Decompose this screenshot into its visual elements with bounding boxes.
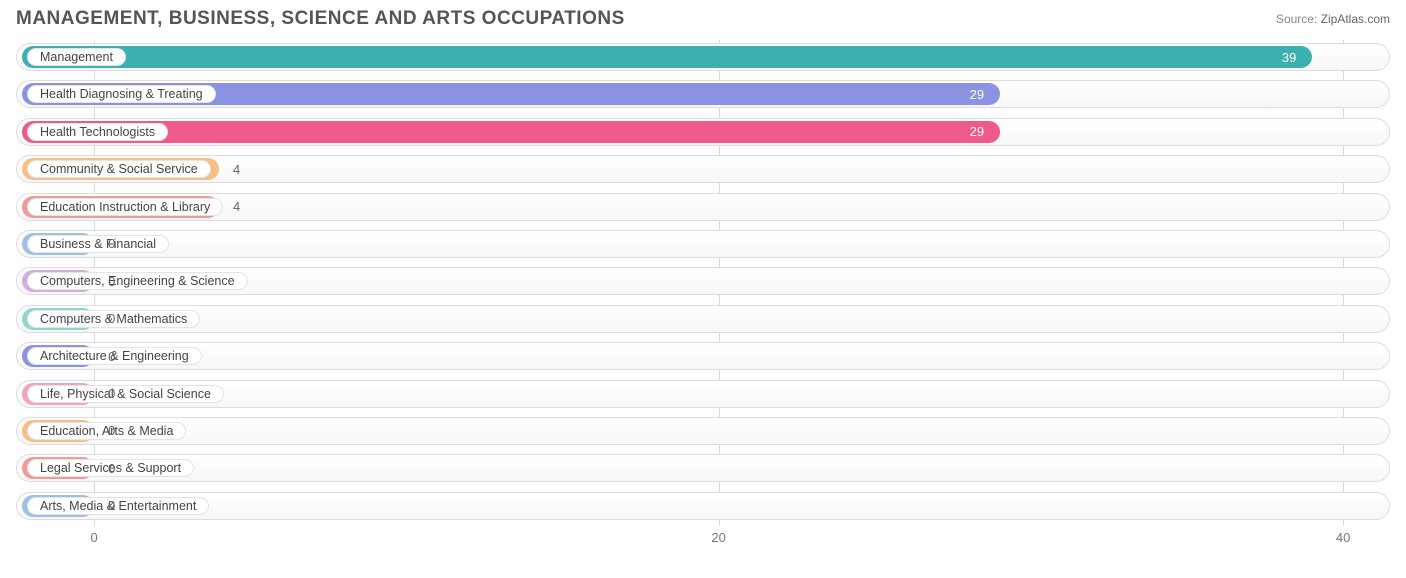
- bar-row: Computers & Mathematics0: [16, 302, 1390, 336]
- source-label: Source:: [1276, 12, 1317, 26]
- bar-track: [16, 492, 1390, 520]
- source-site: ZipAtlas.com: [1321, 12, 1390, 26]
- bar-label: Health Diagnosing & Treating: [27, 85, 216, 103]
- bar-row: Health Technologists 29: [16, 115, 1390, 149]
- bar-row: Health Diagnosing & Treating 29: [16, 77, 1390, 111]
- chart-header: MANAGEMENT, BUSINESS, SCIENCE AND ARTS O…: [0, 0, 1406, 34]
- bar-value: 0: [108, 302, 115, 336]
- bar-label: Management: [27, 48, 126, 66]
- x-tick-label: 0: [90, 530, 97, 545]
- bar-label: Computers, Engineering & Science: [27, 272, 248, 290]
- bar-value: 0: [108, 339, 115, 373]
- bar-row: Education Instruction & Library 4: [16, 190, 1390, 224]
- bar-track: [16, 417, 1390, 445]
- x-tick-label: 40: [1336, 530, 1350, 545]
- bar-track: [16, 454, 1390, 482]
- bar-track: [16, 230, 1390, 258]
- bar-row: Computers, Engineering & Science0: [16, 264, 1390, 298]
- bar-value: 0: [108, 227, 115, 261]
- bar-row: Business & Financial0: [16, 227, 1390, 261]
- bar-track: [16, 305, 1390, 333]
- bar-label: Business & Financial: [27, 235, 169, 253]
- bar-row: Community & Social Service 4: [16, 152, 1390, 186]
- bar-value: 0: [108, 264, 115, 298]
- bar-value: 0: [108, 489, 115, 523]
- bar-value: 29: [970, 77, 984, 111]
- bar-value: 39: [1282, 40, 1296, 74]
- bar-value: 0: [108, 451, 115, 485]
- chart-area: Management39Health Diagnosing & Treating…: [0, 34, 1406, 578]
- bar-label: Education Instruction & Library: [27, 198, 223, 216]
- bar-value: 29: [970, 115, 984, 149]
- bar-fill: [22, 121, 1000, 143]
- bar-value: 0: [108, 414, 115, 448]
- bar-track: [16, 342, 1390, 370]
- bar-label: Health Technologists: [27, 123, 168, 141]
- chart-title: MANAGEMENT, BUSINESS, SCIENCE AND ARTS O…: [16, 8, 625, 30]
- x-tick-label: 20: [711, 530, 725, 545]
- bar-label: Life, Physical & Social Science: [27, 385, 224, 403]
- bar-row: Life, Physical & Social Science0: [16, 377, 1390, 411]
- bar-row: Arts, Media & Entertainment0: [16, 489, 1390, 523]
- bar-row: Legal Services & Support0: [16, 451, 1390, 485]
- chart-plot: Management39Health Diagnosing & Treating…: [16, 40, 1390, 526]
- bar-label: Education, Arts & Media: [27, 422, 186, 440]
- bar-label: Arts, Media & Entertainment: [27, 497, 209, 515]
- bars-container: Management39Health Diagnosing & Treating…: [16, 40, 1390, 523]
- bar-row: Architecture & Engineering0: [16, 339, 1390, 373]
- bar-label: Community & Social Service: [27, 160, 211, 178]
- bar-fill: [22, 46, 1312, 68]
- bar-value: 4: [233, 190, 240, 224]
- x-axis: 0 20 40: [16, 530, 1390, 550]
- bar-value: 0: [108, 377, 115, 411]
- bar-value: 4: [233, 152, 240, 186]
- bar-row: Management 39: [16, 40, 1390, 74]
- bar-row: Education, Arts & Media0: [16, 414, 1390, 448]
- chart-source: Source: ZipAtlas.com: [1276, 12, 1390, 26]
- bar-track: [16, 155, 1390, 183]
